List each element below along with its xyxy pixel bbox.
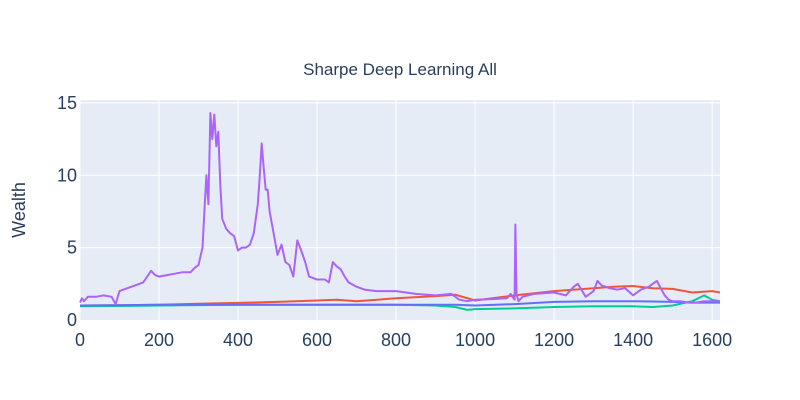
x-tick-label: 0 bbox=[75, 330, 85, 350]
y-tick-label: 0 bbox=[67, 310, 77, 330]
plot-area bbox=[80, 100, 720, 320]
y-tick-label: 15 bbox=[57, 93, 77, 113]
x-axis-ticks: 0 200 400 600 800 1000 1200 1400 1600 bbox=[75, 330, 732, 350]
x-tick-label: 1000 bbox=[455, 330, 495, 350]
chart-title: Sharpe Deep Learning All bbox=[303, 60, 497, 79]
x-tick-label: 400 bbox=[223, 330, 253, 350]
x-tick-label: 800 bbox=[381, 330, 411, 350]
y-axis-label: Wealth bbox=[9, 182, 29, 238]
y-tick-label: 5 bbox=[67, 238, 77, 258]
series-red-line bbox=[79, 285, 721, 307]
x-tick-label: 1200 bbox=[534, 330, 574, 350]
x-tick-label: 600 bbox=[302, 330, 332, 350]
x-tick-label: 200 bbox=[144, 330, 174, 350]
y-tick-label: 10 bbox=[57, 165, 77, 185]
y-gridlines bbox=[80, 102, 720, 249]
x-tick-label: 1400 bbox=[613, 330, 653, 350]
series-lines bbox=[79, 112, 721, 311]
x-tick-label: 1600 bbox=[692, 330, 732, 350]
series-purple-line bbox=[79, 112, 720, 306]
x-gridlines bbox=[79, 100, 713, 320]
y-axis-ticks: 0 5 10 15 bbox=[57, 93, 77, 330]
